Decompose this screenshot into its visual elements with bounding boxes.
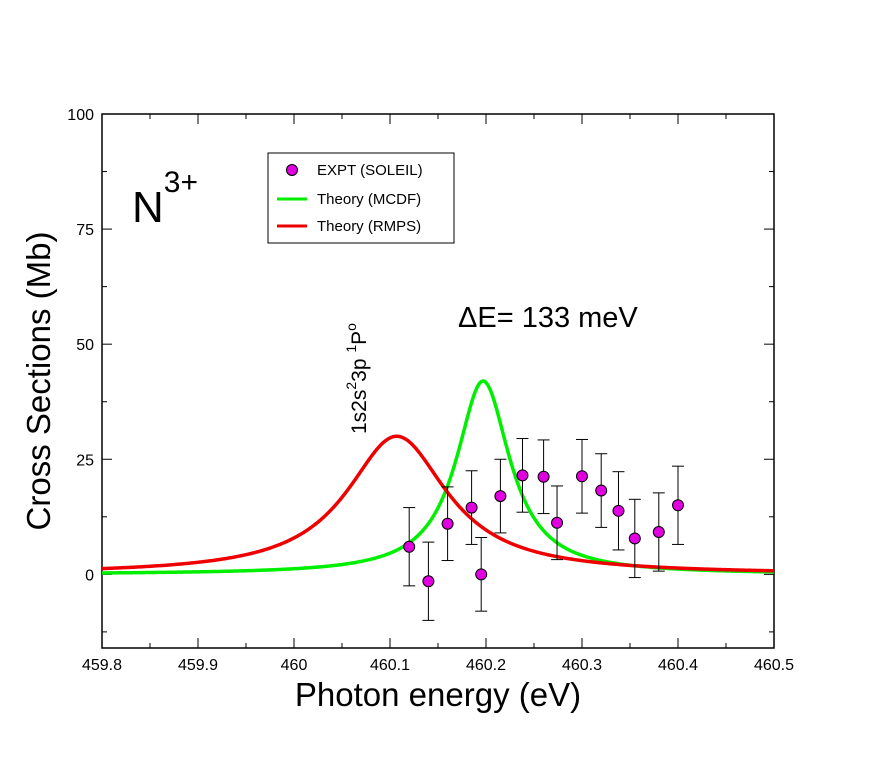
data-point — [612, 504, 625, 517]
legend-label-rmps: Theory (RMPS) — [317, 218, 421, 235]
legend: EXPT (SOLEIL) Theory (MCDF) Theory (RMPS… — [267, 152, 455, 244]
delta-e-annotation: ΔE= 133 meV — [458, 302, 638, 334]
data-point — [494, 490, 507, 503]
data-point — [628, 532, 641, 545]
y-tick-label: 100 — [67, 107, 94, 124]
y-tick-label: 75 — [76, 222, 94, 239]
state-label-sup-2: 2 — [343, 382, 359, 390]
axis-tick-labels: 459.8 459.9 460 460.1 460.2 460.3 460.4 460.5 0 2… — [67, 107, 794, 674]
data-point — [551, 516, 564, 529]
x-tick-label: 460.4 — [658, 657, 698, 674]
y-tick-label: 25 — [76, 452, 94, 469]
ion-label: N3+ — [132, 166, 198, 232]
x-tick-label: 460 — [281, 657, 308, 674]
x-tick-label: 460.5 — [754, 657, 794, 674]
x-tick-label: 460.1 — [370, 657, 410, 674]
data-point — [595, 484, 608, 497]
data-point — [475, 568, 488, 581]
state-label-term: P — [348, 331, 371, 345]
curve-theory-rmps — [101, 434, 775, 573]
data-point — [652, 525, 665, 538]
state-label-multiplicity: 1 — [343, 345, 359, 353]
legend-label-mcdf: Theory (MCDF) — [317, 191, 421, 208]
data-point — [576, 470, 588, 483]
x-tick-label: 460.3 — [562, 657, 602, 674]
data-point — [422, 575, 435, 588]
data-point — [465, 501, 478, 514]
x-tick-label: 459.9 — [178, 657, 218, 674]
data-point — [516, 469, 529, 482]
state-label: 1s2s23p 1Po — [343, 323, 371, 434]
data-points — [403, 438, 684, 621]
ion-label-charge: 3+ — [164, 166, 198, 199]
legend-marker-expt — [286, 164, 298, 176]
theory-curves — [101, 379, 775, 575]
axis-ticks — [101, 113, 775, 648]
y-tick-label: 50 — [76, 337, 94, 354]
x-tick-label: 459.8 — [82, 657, 122, 674]
data-point — [672, 499, 684, 512]
ion-label-base: N — [132, 183, 164, 232]
data-point — [403, 540, 416, 553]
state-label-parity: o — [343, 323, 359, 331]
state-label-config: 1s2s — [348, 390, 371, 434]
legend-label-expt: EXPT (SOLEIL) — [317, 162, 423, 179]
x-axis-title: Photon energy (eV) — [295, 676, 581, 713]
y-tick-label: 0 — [85, 567, 94, 584]
data-point — [441, 517, 454, 530]
state-label-orbital: 3p — [348, 353, 371, 382]
data-point — [537, 470, 550, 483]
y-axis-title: Cross Sections (Mb) — [20, 232, 57, 531]
x-tick-label: 460.2 — [466, 657, 506, 674]
